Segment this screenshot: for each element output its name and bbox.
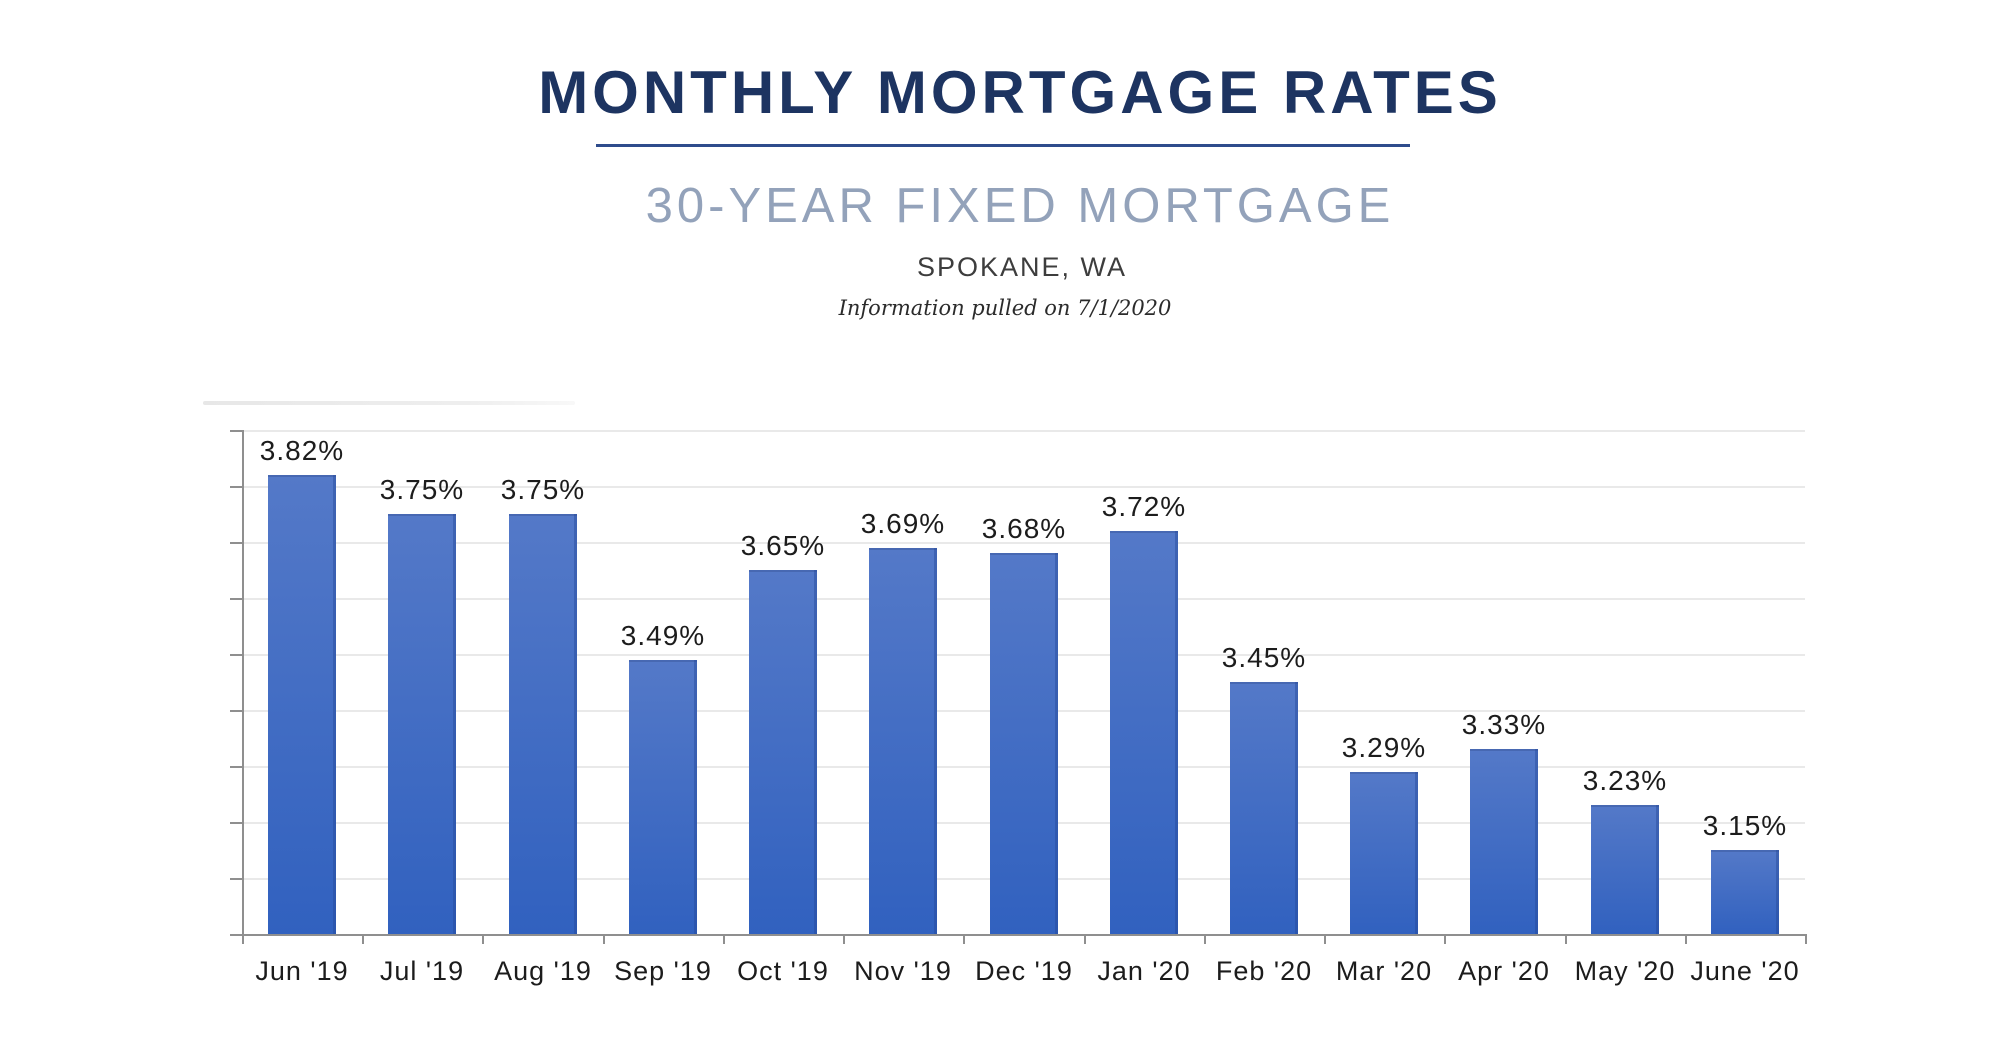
x-axis-line (242, 934, 1805, 936)
y-axis-tick (230, 598, 242, 600)
bar (388, 514, 456, 934)
bar (749, 570, 817, 934)
bar-value-label: 3.33% (1461, 709, 1547, 740)
y-axis-tick (230, 878, 242, 880)
bar (990, 553, 1058, 934)
x-axis-label: Nov '19 (854, 956, 952, 986)
bar (629, 660, 697, 934)
x-axis-label: Oct '19 (737, 956, 829, 986)
bar-value-label: 3.23% (1582, 765, 1668, 796)
x-axis-tick (723, 934, 725, 944)
bar-value-label: 3.29% (1341, 732, 1427, 763)
bar-value-label: 3.45% (1221, 642, 1307, 673)
bar (869, 548, 937, 934)
y-axis-tick (230, 766, 242, 768)
x-axis-label: Aug '19 (494, 956, 592, 986)
bar (1470, 749, 1538, 934)
bar-value-label: 3.65% (740, 530, 826, 561)
y-axis-tick (230, 430, 242, 432)
x-axis-label: Apr '20 (1458, 956, 1550, 986)
chart-subtitle: 30-YEAR FIXED MORTGAGE (645, 179, 1395, 233)
bar-value-label: 3.15% (1702, 810, 1788, 841)
bar-value-label: 3.69% (860, 508, 946, 539)
x-axis-label: May '20 (1574, 956, 1676, 986)
y-axis-tick (230, 542, 242, 544)
bar-value-label: 3.49% (620, 620, 706, 651)
gridline (242, 430, 1805, 432)
pull-date-note: Information pulled on 7/1/2020 (838, 296, 1172, 320)
x-axis-label: June '20 (1690, 956, 1800, 986)
bar (1110, 531, 1178, 934)
y-axis-tick (230, 822, 242, 824)
bar (1350, 772, 1418, 934)
bar (1230, 682, 1298, 934)
x-axis-tick (603, 934, 605, 944)
x-axis-tick (1444, 934, 1446, 944)
x-axis-tick (362, 934, 364, 944)
gridline (242, 486, 1805, 488)
title-underline (596, 144, 1410, 147)
x-axis-tick (242, 934, 244, 944)
faded-gridline-artifact (203, 401, 575, 405)
gridline (242, 542, 1805, 544)
x-axis-tick (1685, 934, 1687, 944)
bar (268, 475, 336, 934)
x-axis-tick (1204, 934, 1206, 944)
x-axis-label: Feb '20 (1215, 956, 1313, 986)
x-axis-tick (1084, 934, 1086, 944)
x-axis-tick (1565, 934, 1567, 944)
bar-value-label: 3.75% (500, 474, 586, 505)
x-axis-label: Sep '19 (614, 956, 712, 986)
y-axis-tick (230, 710, 242, 712)
x-axis-tick (482, 934, 484, 944)
y-axis-tick (230, 934, 242, 936)
bar-value-label: 3.68% (981, 513, 1067, 544)
bar (1711, 850, 1779, 934)
bar (509, 514, 577, 934)
x-axis-tick (1805, 934, 1807, 944)
y-axis-tick (230, 486, 242, 488)
x-axis-label: Jan '20 (1097, 956, 1191, 986)
bar-value-label: 3.72% (1101, 491, 1187, 522)
y-axis-line (242, 430, 244, 936)
x-axis-label: Mar '20 (1335, 956, 1433, 986)
chart-title: MONTHLY MORTGAGE RATES (538, 59, 1502, 126)
x-axis-tick (843, 934, 845, 944)
x-axis-label: Jul '19 (379, 956, 465, 986)
chart-location: SPOKANE, WA (916, 252, 1128, 282)
y-axis-tick (230, 654, 242, 656)
bar (1591, 805, 1659, 934)
x-axis-label: Jun '19 (255, 956, 349, 986)
bar-value-label: 3.75% (379, 474, 465, 505)
x-axis-label: Dec '19 (975, 956, 1073, 986)
bar-value-label: 3.82% (259, 435, 345, 466)
x-axis-tick (1324, 934, 1326, 944)
x-axis-tick (963, 934, 965, 944)
